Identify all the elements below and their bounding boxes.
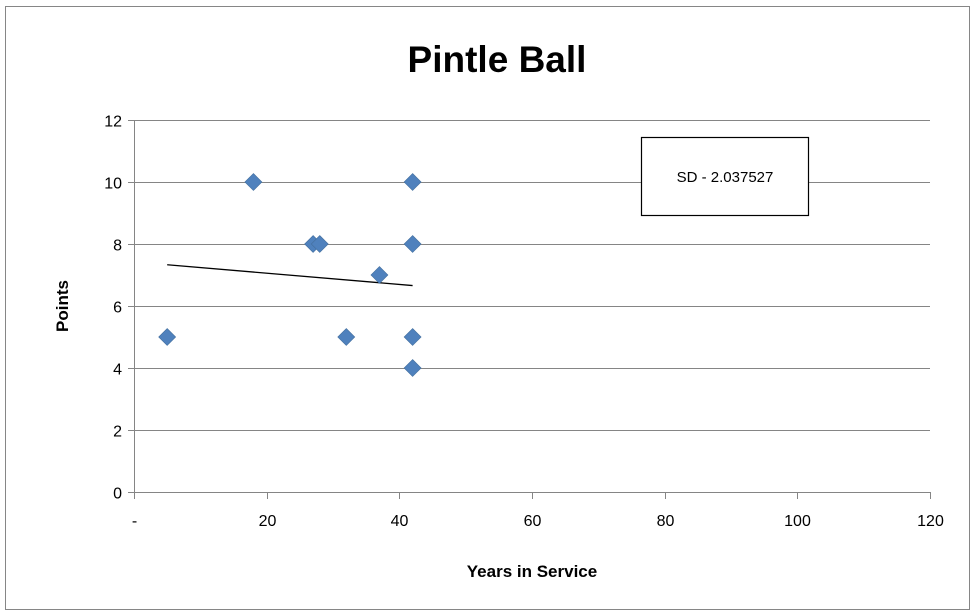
y-tick-label: 2 bbox=[113, 424, 122, 441]
data-point-marker bbox=[403, 235, 422, 253]
data-point-marker bbox=[158, 328, 177, 346]
trendline-segment bbox=[167, 264, 413, 287]
chart-title: Pintle Ball bbox=[408, 39, 587, 80]
x-axis-label: Years in Service bbox=[467, 562, 597, 581]
annotation-text: SD - 2.037527 bbox=[677, 169, 774, 186]
x-tick-label: - bbox=[132, 513, 137, 530]
y-tick-label: 6 bbox=[113, 300, 122, 317]
x-tick-label: 100 bbox=[784, 513, 811, 530]
gridlines bbox=[134, 120, 930, 431]
x-tick-label: 60 bbox=[524, 513, 542, 530]
data-point-marker bbox=[370, 266, 389, 284]
y-tick-labels: 0 2 4 6 8 10 12 bbox=[104, 114, 122, 503]
x-tick-labels: - 20 40 60 80 100 120 bbox=[132, 513, 944, 530]
data-point-marker bbox=[337, 328, 356, 346]
data-point-marker bbox=[244, 173, 263, 191]
data-point-marker bbox=[403, 173, 422, 191]
annotation-box: SD - 2.037527 bbox=[640, 136, 810, 217]
data-points bbox=[158, 173, 422, 377]
y-tick-label: 10 bbox=[104, 176, 122, 193]
x-tick-label: 40 bbox=[391, 513, 409, 530]
data-point-marker bbox=[403, 328, 422, 346]
trendline bbox=[167, 264, 413, 287]
axes bbox=[128, 120, 931, 499]
x-tick-label: 120 bbox=[917, 513, 944, 530]
x-tick-label: 20 bbox=[259, 513, 277, 530]
y-tick-label: 8 bbox=[113, 238, 122, 255]
y-tick-label: 4 bbox=[113, 362, 122, 379]
y-tick-label: 0 bbox=[113, 486, 122, 503]
chart-area-border bbox=[5, 6, 970, 610]
y-tick-label: 12 bbox=[104, 114, 122, 131]
x-tick-label: 80 bbox=[657, 513, 675, 530]
data-point-marker bbox=[403, 359, 422, 377]
y-axis-label: Points bbox=[53, 280, 72, 332]
data-point-marker bbox=[310, 235, 329, 253]
